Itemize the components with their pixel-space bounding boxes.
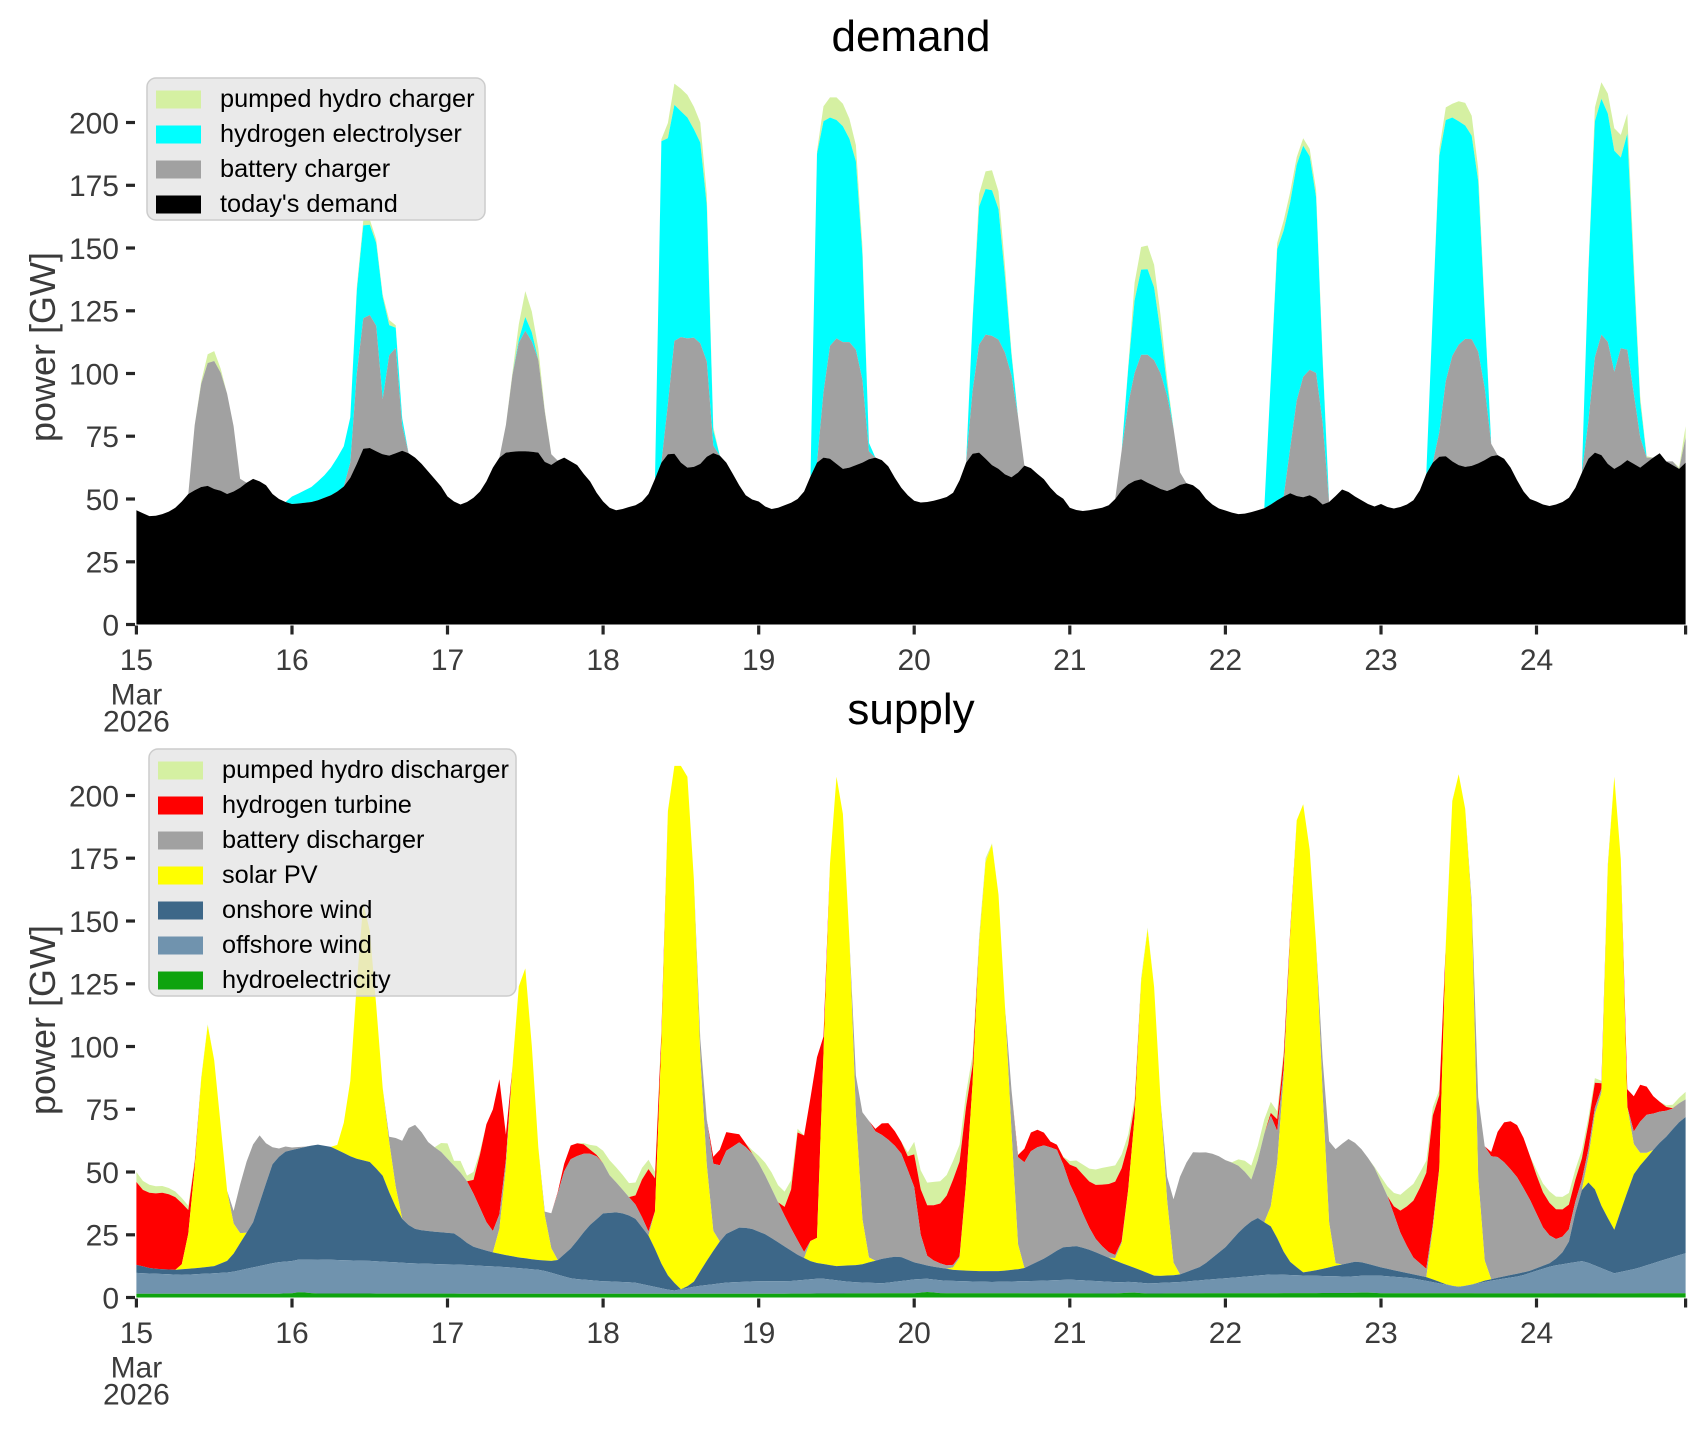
svg-text:150: 150: [69, 233, 119, 266]
svg-text:15: 15: [120, 1317, 153, 1350]
svg-text:20: 20: [898, 644, 931, 677]
svg-text:power [GW]: power [GW]: [22, 252, 63, 442]
svg-text:22: 22: [1209, 644, 1242, 677]
svg-text:17: 17: [431, 1317, 464, 1350]
svg-text:20: 20: [898, 1317, 931, 1350]
svg-text:demand: demand: [831, 12, 990, 61]
svg-text:24: 24: [1520, 644, 1553, 677]
svg-text:100: 100: [69, 1031, 119, 1064]
svg-text:2026: 2026: [103, 1379, 170, 1412]
svg-text:125: 125: [69, 969, 119, 1002]
svg-text:25: 25: [86, 1220, 119, 1253]
svg-text:pumped hydro charger: pumped hydro charger: [220, 85, 475, 113]
svg-text:50: 50: [86, 484, 119, 517]
svg-text:21: 21: [1053, 644, 1086, 677]
svg-text:pumped hydro discharger: pumped hydro discharger: [222, 756, 509, 784]
svg-text:75: 75: [86, 421, 119, 454]
svg-text:18: 18: [586, 1317, 619, 1350]
svg-text:battery charger: battery charger: [220, 155, 390, 183]
svg-text:offshore wind: offshore wind: [222, 931, 372, 959]
svg-text:2026: 2026: [103, 706, 170, 739]
svg-text:17: 17: [431, 644, 464, 677]
svg-text:175: 175: [69, 170, 119, 203]
svg-text:24: 24: [1520, 1317, 1553, 1350]
svg-text:19: 19: [742, 644, 775, 677]
svg-text:onshore wind: onshore wind: [222, 896, 372, 924]
svg-text:battery discharger: battery discharger: [222, 826, 424, 854]
svg-text:supply: supply: [847, 685, 974, 734]
svg-text:16: 16: [275, 1317, 308, 1350]
svg-text:200: 200: [69, 107, 119, 140]
svg-text:today's demand: today's demand: [220, 190, 398, 218]
svg-text:Mar: Mar: [111, 679, 163, 712]
svg-text:18: 18: [586, 644, 619, 677]
svg-text:22: 22: [1209, 1317, 1242, 1350]
svg-text:hydroelectricity: hydroelectricity: [222, 966, 391, 994]
svg-text:175: 175: [69, 843, 119, 876]
svg-text:solar PV: solar PV: [222, 861, 318, 889]
svg-text:25: 25: [86, 547, 119, 580]
svg-text:50: 50: [86, 1157, 119, 1190]
svg-text:16: 16: [275, 644, 308, 677]
svg-text:Mar: Mar: [111, 1352, 163, 1385]
svg-text:0: 0: [102, 1282, 119, 1315]
svg-text:hydrogen turbine: hydrogen turbine: [222, 791, 412, 819]
svg-text:23: 23: [1364, 1317, 1397, 1350]
svg-text:23: 23: [1364, 644, 1397, 677]
svg-text:15: 15: [120, 644, 153, 677]
svg-text:125: 125: [69, 296, 119, 329]
svg-text:75: 75: [86, 1094, 119, 1127]
svg-text:power [GW]: power [GW]: [22, 925, 63, 1115]
svg-text:100: 100: [69, 358, 119, 391]
svg-text:hydrogen electrolyser: hydrogen electrolyser: [220, 120, 462, 148]
svg-text:200: 200: [69, 780, 119, 813]
svg-text:0: 0: [102, 609, 119, 642]
svg-text:19: 19: [742, 1317, 775, 1350]
svg-text:21: 21: [1053, 1317, 1086, 1350]
svg-text:150: 150: [69, 906, 119, 939]
